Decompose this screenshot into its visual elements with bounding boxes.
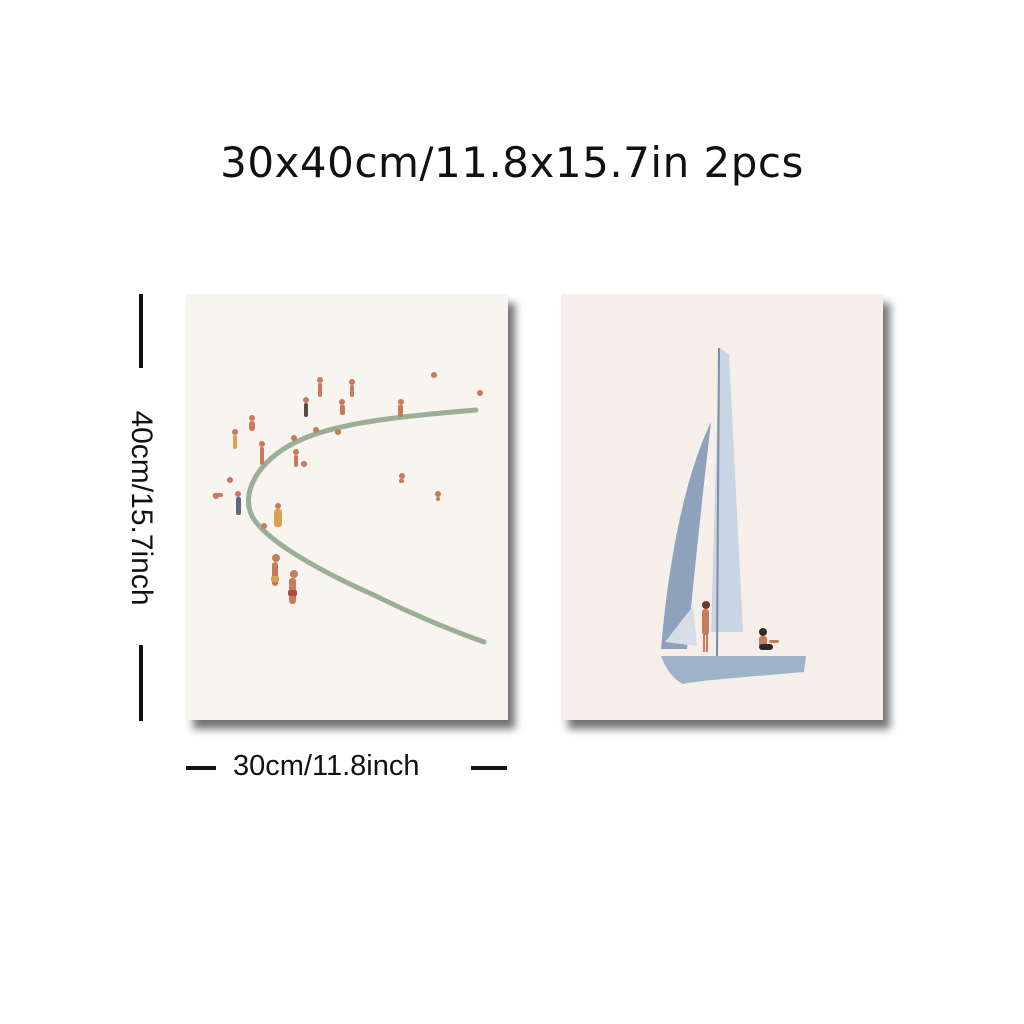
swimmer [232, 429, 238, 449]
jib-sail [711, 348, 743, 632]
swimmer [288, 570, 298, 604]
product-size-title: 30x40cm/11.8x15.7in 2pcs [220, 138, 804, 187]
lower-sail [665, 606, 697, 646]
boat-hull [661, 656, 806, 684]
height-dimension-line-bottom [139, 645, 143, 721]
swimmer [227, 477, 233, 483]
seated-figure [759, 628, 779, 650]
swimmer [274, 503, 282, 527]
width-dimension-line-right [471, 766, 507, 770]
swimmer [339, 399, 345, 415]
swimmer [259, 441, 265, 465]
swimmer [235, 491, 241, 515]
main-sail [661, 422, 711, 649]
width-dimension-line-left [186, 766, 216, 770]
sail-number-glyph: 2 [707, 455, 713, 465]
swimmer [399, 473, 405, 483]
swimmer [349, 379, 355, 397]
swimmer [435, 491, 441, 501]
swimmer [291, 435, 297, 441]
sailboat-illustration: 2 6 [661, 347, 806, 684]
swimmer [271, 554, 280, 586]
beach-swimmers-illustration [213, 372, 487, 645]
height-dimension-line-top [139, 294, 143, 368]
swimmer [261, 523, 267, 529]
swimmer [293, 449, 299, 467]
swimmer [249, 415, 255, 431]
height-dimension-label: 40cm/15.7inch [125, 410, 158, 606]
standing-figure [702, 601, 710, 652]
width-dimension-label: 30cm/11.8inch [233, 750, 420, 782]
swimmer [398, 399, 404, 417]
swimmer [213, 493, 223, 499]
mast [716, 347, 720, 657]
swimmer [317, 377, 323, 397]
swimmer [303, 397, 309, 417]
swimmer-figures [213, 372, 483, 604]
swimmer [301, 461, 307, 467]
swimmer [313, 427, 319, 433]
sail-number-glyph: 6 [704, 479, 710, 489]
swimmer [335, 429, 341, 435]
swimmer [477, 390, 483, 396]
swimmer [431, 372, 437, 378]
sailboat-print: 2 6 [561, 294, 883, 720]
beach-swimmers-print [186, 294, 508, 720]
shoreline-curve [246, 407, 487, 645]
